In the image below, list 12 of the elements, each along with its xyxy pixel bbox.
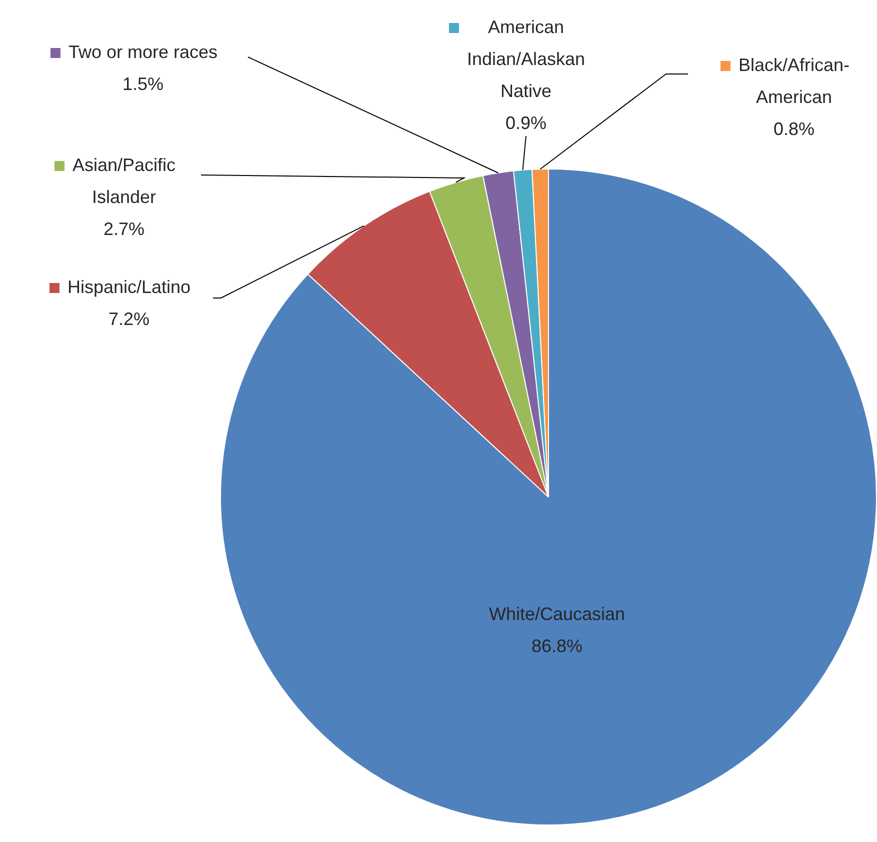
data-label: 0.8% <box>773 118 815 139</box>
legend-label: Two or more races <box>68 42 218 62</box>
data-label: 1.5% <box>122 74 164 94</box>
legend-label: American Indian/Alaskan Native <box>466 16 586 101</box>
data-label: 7.2% <box>108 308 150 329</box>
data-label: 2.7% <box>103 218 145 239</box>
legend-label: Asian/Pacific Islander <box>72 154 176 207</box>
data-label: 0.9% <box>505 112 547 133</box>
slice-label: White/Caucasian <box>488 604 626 624</box>
legend-label: Hispanic/Latino <box>67 276 191 297</box>
legend-label: Black/African-American <box>738 54 850 107</box>
data-label: 86.8% <box>531 636 583 656</box>
